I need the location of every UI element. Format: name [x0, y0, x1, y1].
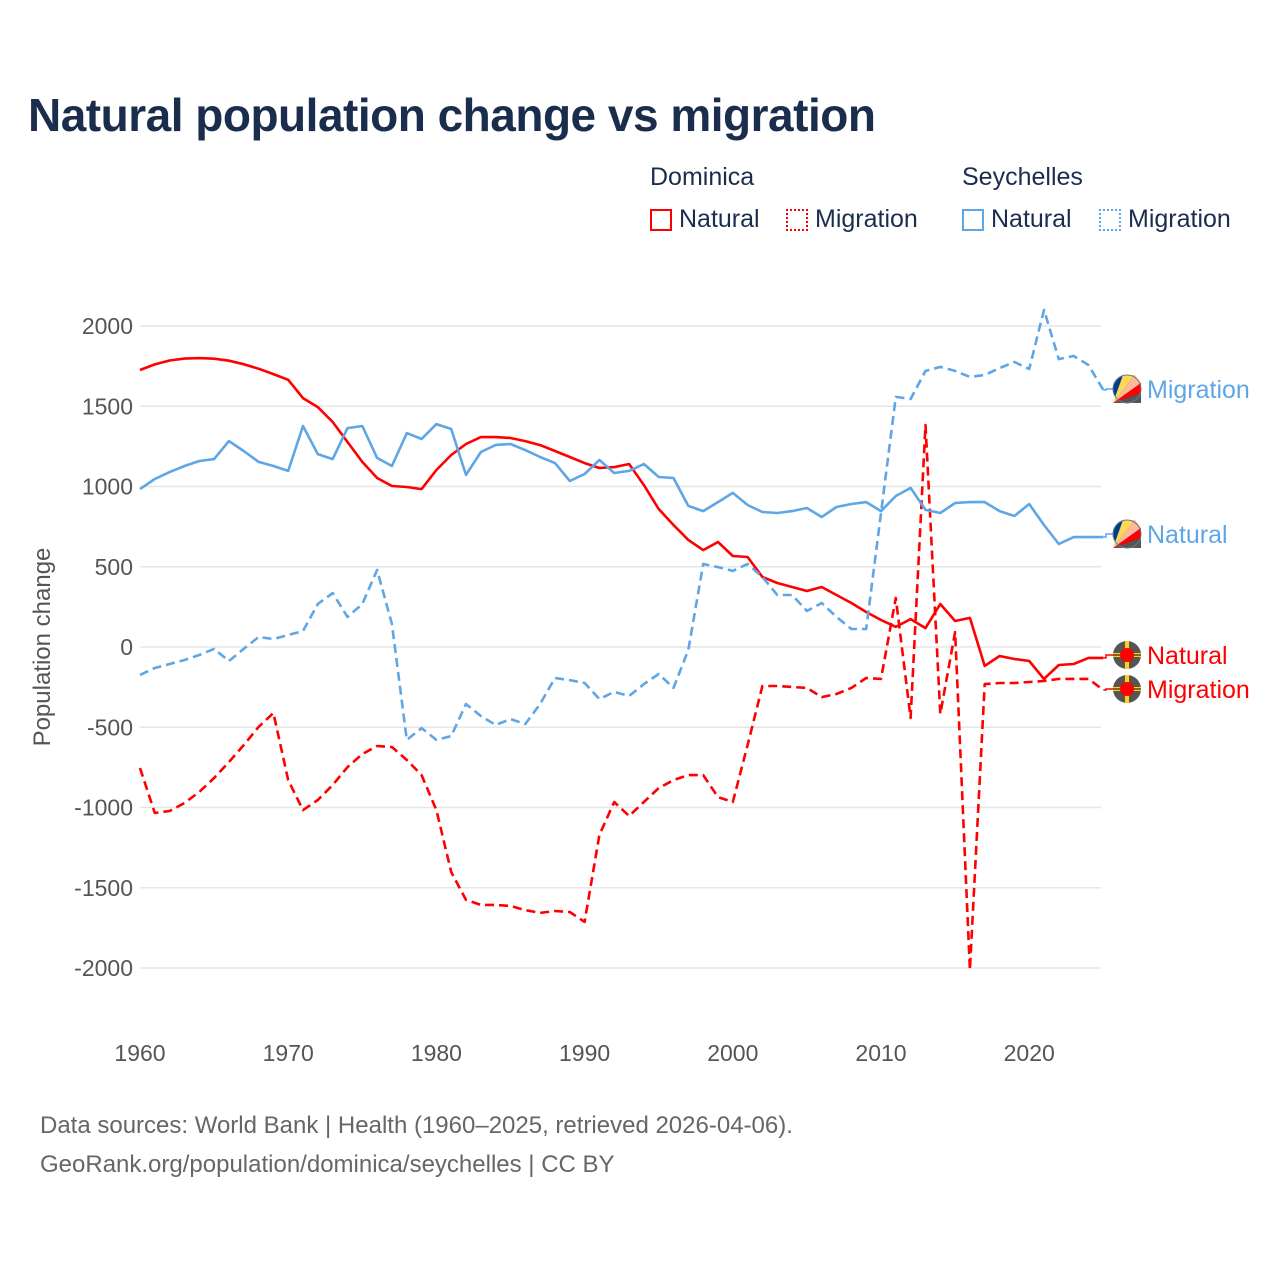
legend-label: Migration: [815, 205, 918, 233]
y-tick-label: -500: [87, 714, 133, 740]
series-lines: [138, 308, 1105, 972]
solid-swatch-icon: [962, 208, 984, 231]
dominica-flag-icon: [1113, 641, 1141, 669]
flag-ray: [1113, 520, 1141, 548]
seychelles-flag-icon: [1112, 519, 1142, 549]
y-tick-label: 2000: [82, 313, 133, 339]
flag-disc: [1120, 648, 1134, 662]
legend-item-seychelles-migration[interactable]: Migration: [1099, 205, 1231, 234]
x-tick-label: 1960: [114, 1040, 165, 1066]
legend-label: Migration: [1128, 205, 1231, 233]
y-axis-ticks: 2000 1500 1000 500 0 -500 -1000 -1500 -2000: [74, 313, 133, 981]
y-tick-label: -2000: [74, 955, 133, 981]
legend-label: Natural: [991, 205, 1072, 233]
y-tick-label: -1500: [74, 875, 133, 901]
end-labels: Natural Migration Natural Migration: [1103, 374, 1250, 704]
chart-title: Natural population change vs migration: [28, 89, 876, 141]
y-tick-label: 0: [120, 634, 133, 660]
series-line-dominica-natural: [139, 356, 1104, 681]
end-label-seychelles-migration: Migration: [1147, 376, 1250, 404]
legend-group-dominica: Dominica: [650, 163, 755, 191]
flag-border: [1112, 374, 1142, 404]
x-tick-label: 1970: [263, 1040, 314, 1066]
flag-disc: [1120, 682, 1134, 696]
flag-border: [1112, 519, 1142, 549]
seychelles-flag-icon: [1112, 374, 1142, 404]
dotted-swatch-icon: [1099, 208, 1121, 231]
dotted-swatch-icon: [786, 208, 808, 231]
x-axis-ticks: 1960 1970 1980 1990 2000 2010 2020: [114, 1040, 1054, 1066]
flag-ray: [1113, 393, 1141, 403]
solid-swatch-icon: [650, 208, 672, 231]
footer: Data sources: World Bank | Health (1960–…: [40, 1106, 793, 1184]
flag-ray: [1113, 375, 1141, 403]
x-tick-label: 2020: [1004, 1040, 1055, 1066]
flag-ray: [1113, 383, 1141, 403]
x-tick-label: 2010: [855, 1040, 906, 1066]
y-tick-label: 500: [95, 554, 133, 580]
legend-group-seychelles: Seychelles: [962, 163, 1083, 191]
end-label-seychelles-natural: Natural: [1147, 521, 1228, 549]
dominica-flag-icon: [1113, 675, 1141, 703]
legend-item-seychelles-natural[interactable]: Natural: [962, 205, 1072, 234]
legend-item-dominica-natural[interactable]: Natural: [650, 205, 760, 234]
series-line-seychelles-natural: [139, 422, 1104, 546]
gridlines: [140, 325, 1101, 969]
end-label-dominica-natural: Natural: [1147, 642, 1228, 670]
x-tick-label: 2000: [707, 1040, 758, 1066]
legend-item-dominica-migration[interactable]: Migration: [786, 205, 918, 234]
flag-ray: [1113, 538, 1141, 548]
end-label-dominica-migration: Migration: [1147, 676, 1250, 704]
x-tick-label: 1980: [411, 1040, 462, 1066]
y-tick-label: -1000: [74, 795, 133, 821]
attribution: GeoRank.org/population/dominica/seychell…: [40, 1151, 615, 1178]
source-note: Data sources: World Bank | Health (1960–…: [40, 1112, 793, 1139]
y-tick-label: 1500: [82, 393, 133, 419]
x-tick-label: 1990: [559, 1040, 610, 1066]
legend-label: Natural: [679, 205, 760, 233]
y-axis-label: Population change: [29, 548, 56, 747]
y-tick-label: 1000: [82, 474, 133, 500]
series-line-seychelles-migration: [139, 308, 1105, 742]
flag-ray: [1113, 528, 1141, 548]
series-line-dominica-migration: [138, 423, 1105, 972]
